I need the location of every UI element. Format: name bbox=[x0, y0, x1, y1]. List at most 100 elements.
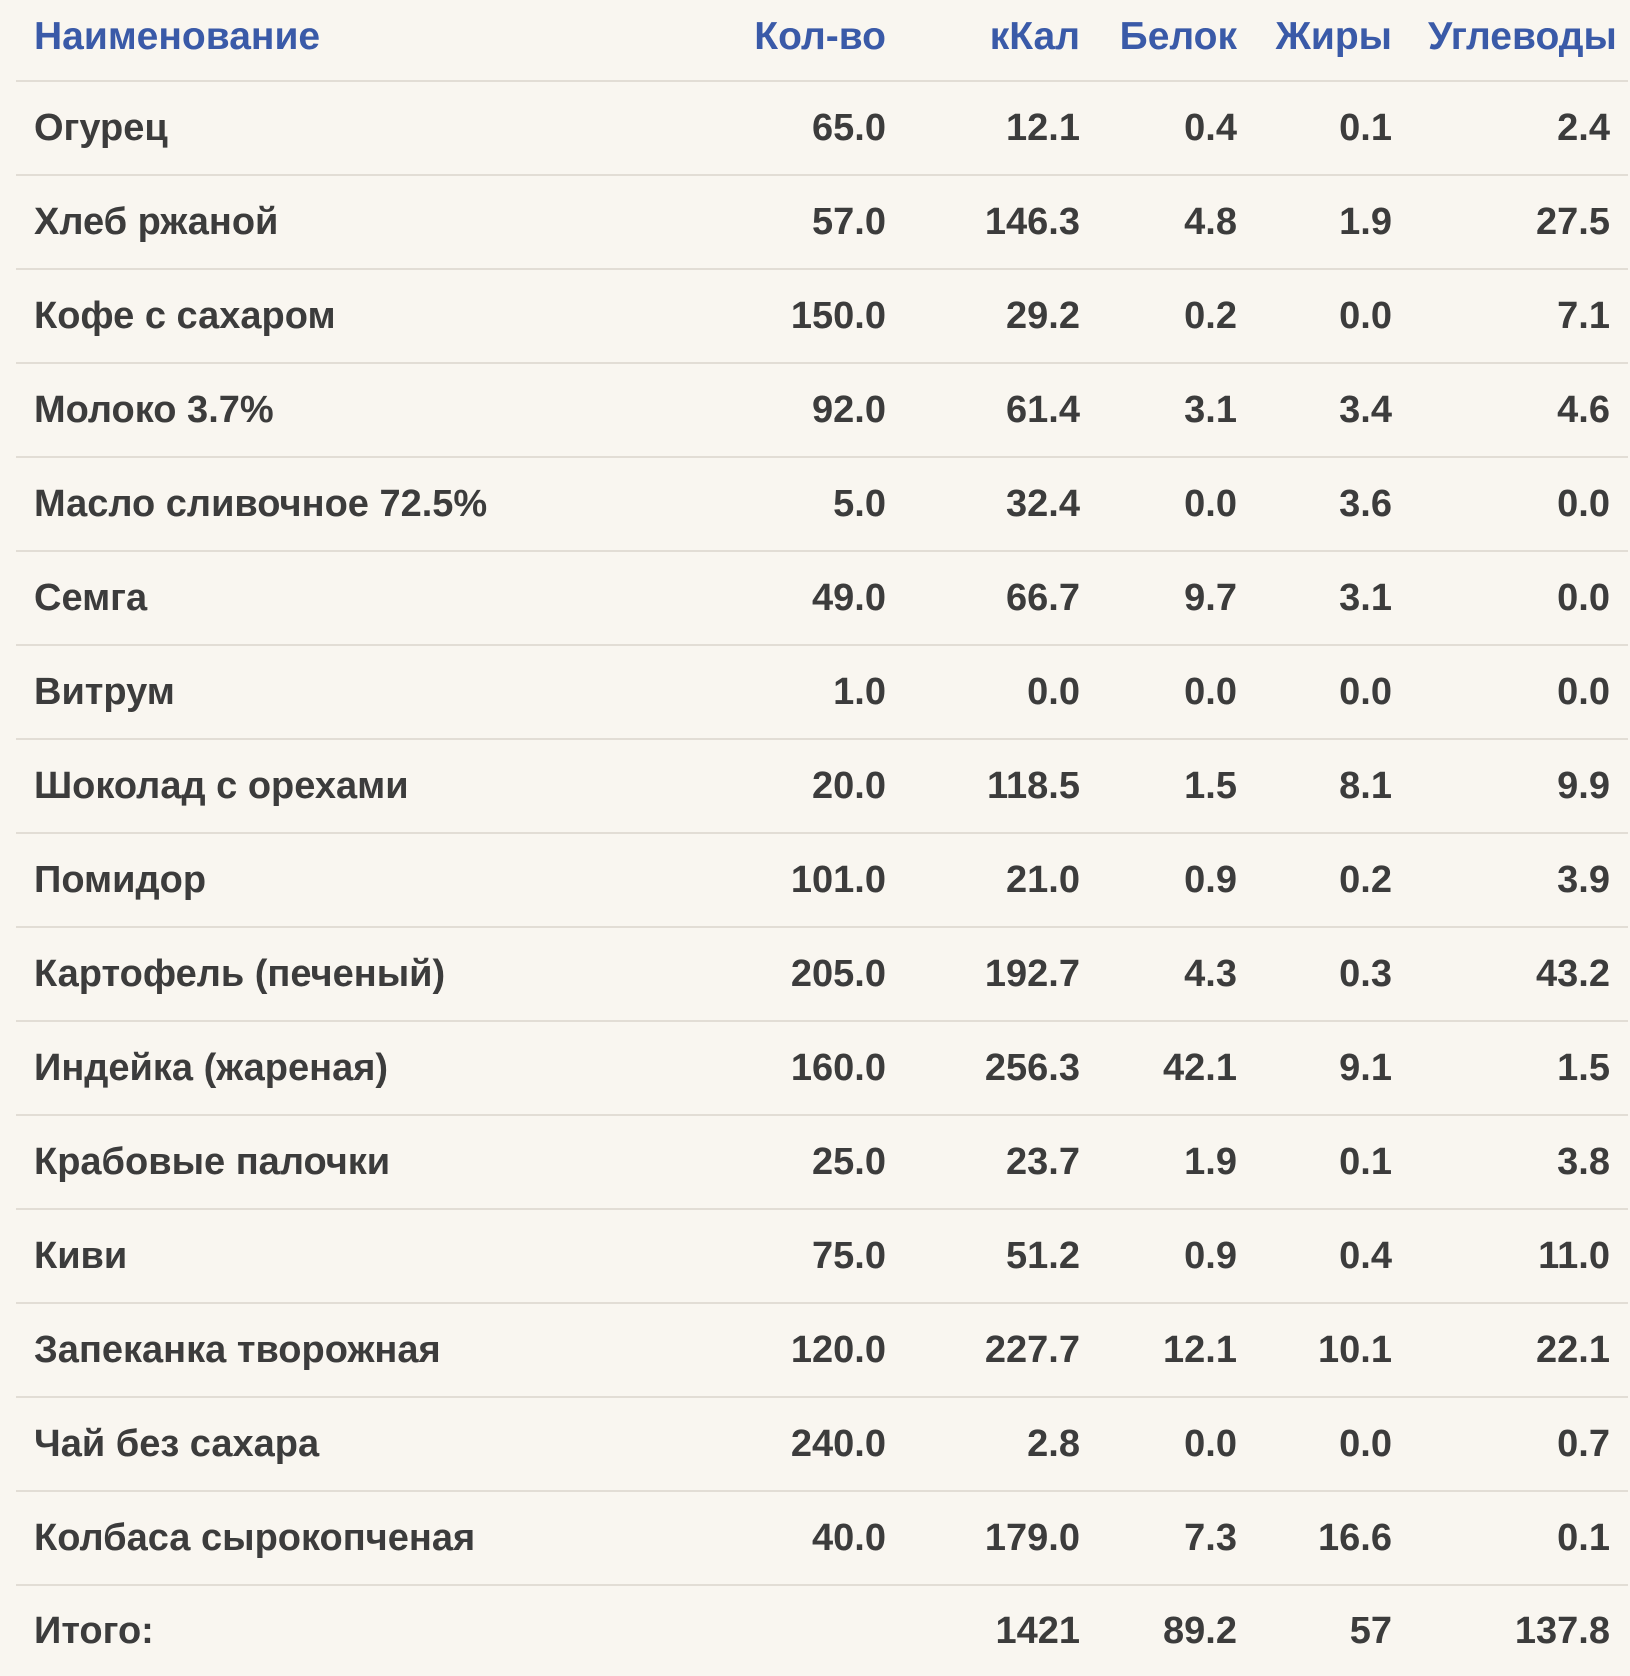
cell-protein: 1.5 bbox=[1098, 739, 1255, 834]
cell-fat: 0.4 bbox=[1255, 1209, 1410, 1304]
header-kcal: кКал bbox=[904, 0, 1098, 82]
cell-carbs: 2.4 bbox=[1410, 81, 1628, 176]
cell-protein: 0.4 bbox=[1098, 81, 1255, 176]
table-row: Огурец 65.0 12.1 0.4 0.1 2.4 bbox=[16, 81, 1628, 176]
table-row: Хлеб ржаной 57.0 146.3 4.8 1.9 27.5 bbox=[16, 175, 1628, 270]
cell-carbs: 27.5 bbox=[1410, 175, 1628, 270]
cell-protein: 42.1 bbox=[1098, 1021, 1255, 1116]
cell-fat: 16.6 bbox=[1255, 1491, 1410, 1586]
cell-protein: 0.0 bbox=[1098, 457, 1255, 552]
cell-kcal: 61.4 bbox=[904, 363, 1098, 458]
cell-fat: 3.4 bbox=[1255, 363, 1410, 458]
total-carbs: 137.8 bbox=[1514, 1609, 1610, 1652]
cell-name: Чай без сахара bbox=[16, 1397, 726, 1492]
table-row: Запеканка творожная 120.0 227.7 12.1 10.… bbox=[16, 1303, 1628, 1398]
cell-kcal: 51.2 bbox=[904, 1209, 1098, 1304]
table-row: Семга 49.0 66.7 9.7 3.1 0.0 bbox=[16, 551, 1628, 646]
cell-qty: 120.0 bbox=[726, 1303, 904, 1398]
total-row: Итого: 1421 89.2 57 137.8 bbox=[16, 1585, 1628, 1676]
cell-carbs: 7.1 bbox=[1410, 269, 1628, 364]
cell-kcal: 227.7 bbox=[904, 1303, 1098, 1398]
cell-qty: 240.0 bbox=[726, 1397, 904, 1492]
cell-qty: 40.0 bbox=[726, 1491, 904, 1586]
cell-protein: 12.1 bbox=[1098, 1303, 1255, 1398]
cell-carbs: 43.2 bbox=[1410, 927, 1628, 1022]
table-body: Огурец 65.0 12.1 0.4 0.1 2.4 Хлеб ржаной… bbox=[16, 81, 1628, 1676]
cell-name: Запеканка творожная bbox=[16, 1303, 726, 1398]
cell-protein: 7.3 bbox=[1098, 1491, 1255, 1586]
table-row: Колбаса сырокопченая 40.0 179.0 7.3 16.6… bbox=[16, 1491, 1628, 1586]
cell-qty: 150.0 bbox=[726, 269, 904, 364]
cell-name: Семга bbox=[16, 551, 726, 646]
cell-kcal: 32.4 bbox=[904, 457, 1098, 552]
cell-carbs: 3.9 bbox=[1410, 833, 1628, 928]
cell-fat: 9.1 bbox=[1255, 1021, 1410, 1116]
cell-name: Хлеб ржаной bbox=[16, 175, 726, 270]
table-row: Витрум 1.0 0.0 0.0 0.0 0.0 bbox=[16, 645, 1628, 740]
cell-carbs: 0.0 bbox=[1410, 457, 1628, 552]
cell-fat: 0.0 bbox=[1255, 269, 1410, 364]
cell-protein: 0.9 bbox=[1098, 833, 1255, 928]
cell-carbs: 1.5 bbox=[1410, 1021, 1628, 1116]
cell-kcal: 29.2 bbox=[904, 269, 1098, 364]
cell-carbs: 4.6 bbox=[1410, 363, 1628, 458]
table-row: Киви 75.0 51.2 0.9 0.4 11.0 bbox=[16, 1209, 1628, 1304]
cell-qty: 205.0 bbox=[726, 927, 904, 1022]
header-row: Наименование Кол-во кКал Белок Жиры Угле… bbox=[16, 0, 1628, 82]
table-row: Картофель (печеный) 205.0 192.7 4.3 0.3 … bbox=[16, 927, 1628, 1022]
cell-fat: 0.0 bbox=[1255, 1397, 1410, 1492]
cell-name: Кофе с сахаром bbox=[16, 269, 726, 364]
cell-protein: 0.9 bbox=[1098, 1209, 1255, 1304]
cell-protein: 0.0 bbox=[1098, 1397, 1255, 1492]
cell-kcal: 2.8 bbox=[904, 1397, 1098, 1492]
cell-name: Витрум bbox=[16, 645, 726, 740]
cell-qty: 101.0 bbox=[726, 833, 904, 928]
nutrition-table-container: Наименование Кол-во кКал Белок Жиры Угле… bbox=[16, 0, 1628, 1676]
header-protein: Белок bbox=[1098, 0, 1255, 82]
cell-name: Крабовые палочки bbox=[16, 1115, 726, 1210]
cell-name: Огурец bbox=[16, 81, 726, 176]
table-row: Масло сливочное 72.5% 5.0 32.4 0.0 3.6 0… bbox=[16, 457, 1628, 552]
cell-kcal: 23.7 bbox=[904, 1115, 1098, 1210]
cell-fat: 0.2 bbox=[1255, 833, 1410, 928]
cell-fat: 1.9 bbox=[1255, 175, 1410, 270]
cell-qty: 49.0 bbox=[726, 551, 904, 646]
cell-kcal: 66.7 bbox=[904, 551, 1098, 646]
cell-carbs: 0.7 bbox=[1410, 1397, 1628, 1492]
total-label: Итого: bbox=[34, 1609, 154, 1652]
nutrition-table: Наименование Кол-во кКал Белок Жиры Угле… bbox=[16, 0, 1628, 1676]
cell-qty: 160.0 bbox=[726, 1021, 904, 1116]
cell-name: Киви bbox=[16, 1209, 726, 1304]
cell-protein: 4.3 bbox=[1098, 927, 1255, 1022]
table-row: Шоколад с орехами 20.0 118.5 1.5 8.1 9.9 bbox=[16, 739, 1628, 834]
cell-carbs: 0.1 bbox=[1410, 1491, 1628, 1586]
table-header: Наименование Кол-во кКал Белок Жиры Угле… bbox=[16, 0, 1628, 82]
cell-name: Индейка (жареная) bbox=[16, 1021, 726, 1116]
cell-fat: 0.0 bbox=[1255, 645, 1410, 740]
cell-kcal: 256.3 bbox=[904, 1021, 1098, 1116]
total-kcal: 1421 bbox=[995, 1609, 1080, 1652]
cell-fat: 0.1 bbox=[1255, 81, 1410, 176]
cell-name: Молоко 3.7% bbox=[16, 363, 726, 458]
table-row: Индейка (жареная) 160.0 256.3 42.1 9.1 1… bbox=[16, 1021, 1628, 1116]
cell-kcal: 179.0 bbox=[904, 1491, 1098, 1586]
table-row: Молоко 3.7% 92.0 61.4 3.1 3.4 4.6 bbox=[16, 363, 1628, 458]
cell-fat: 10.1 bbox=[1255, 1303, 1410, 1398]
cell-name: Картофель (печеный) bbox=[16, 927, 726, 1022]
header-qty: Кол-во bbox=[726, 0, 904, 82]
cell-qty: 1.0 bbox=[726, 645, 904, 740]
cell-name: Шоколад с орехами bbox=[16, 739, 726, 834]
cell-protein: 3.1 bbox=[1098, 363, 1255, 458]
cell-protein: 4.8 bbox=[1098, 175, 1255, 270]
cell-qty: 20.0 bbox=[726, 739, 904, 834]
cell-carbs: 22.1 bbox=[1410, 1303, 1628, 1398]
header-fat: Жиры bbox=[1255, 0, 1410, 82]
cell-protein: 0.0 bbox=[1098, 645, 1255, 740]
cell-kcal: 192.7 bbox=[904, 927, 1098, 1022]
cell-fat: 8.1 bbox=[1255, 739, 1410, 834]
cell-name: Колбаса сырокопченая bbox=[16, 1491, 726, 1586]
cell-qty: 75.0 bbox=[726, 1209, 904, 1304]
cell-protein: 9.7 bbox=[1098, 551, 1255, 646]
cell-qty: 65.0 bbox=[726, 81, 904, 176]
total-fat: 57 bbox=[1349, 1609, 1392, 1652]
